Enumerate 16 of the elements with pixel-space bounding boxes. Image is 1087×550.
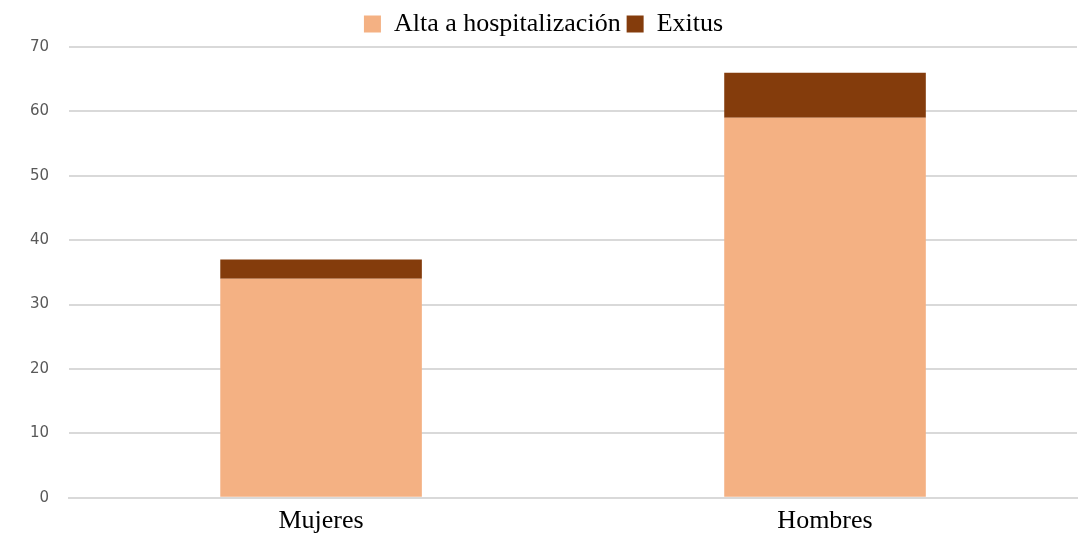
y-tick-label: 70	[29, 36, 50, 55]
y-tick-label: 30	[29, 294, 50, 313]
x-tick-label: Hombres	[777, 505, 873, 535]
y-tick-label: 0	[39, 487, 50, 506]
y-tick-label: 40	[29, 230, 50, 249]
bar	[724, 117, 926, 497]
y-tick-label: 10	[29, 423, 50, 442]
legend-label: Exitus	[656, 7, 724, 37]
bar	[220, 278, 422, 497]
y-tick-label: 60	[29, 101, 50, 120]
y-tick-label: 20	[29, 358, 50, 377]
x-tick-label: Mujeres	[278, 505, 364, 535]
bar	[724, 72, 926, 118]
bar	[220, 259, 422, 279]
legend-label: Alta a hospitalización	[393, 7, 621, 37]
y-tick-label: 50	[29, 165, 50, 184]
